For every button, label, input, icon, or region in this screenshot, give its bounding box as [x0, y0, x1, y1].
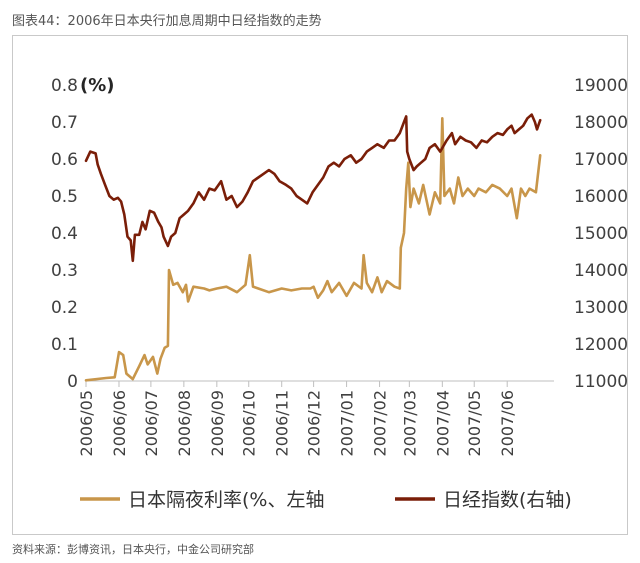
right-axis-tick-label: 12000	[574, 335, 627, 355]
x-axis-tick-label: 2006/11	[273, 390, 292, 456]
legend-label: 日经指数(右轴)	[443, 489, 572, 511]
legend-item-rate: 日本隔夜利率(%、左轴	[80, 489, 324, 511]
left-axis-tick-label: 0.2	[51, 298, 78, 318]
x-axis-tick-label: 2007/03	[400, 390, 419, 456]
chart-frame: 0 0.1 0.2 0.3 0.4 0.5 0.6 0.7 0.8 (%) 11000 12000 13…	[12, 35, 628, 535]
left-axis-tick-label: 0.8	[51, 76, 78, 96]
right-axis-tick-label: 19000	[574, 76, 627, 96]
x-axis-tick-label: 2006/09	[208, 390, 227, 456]
series-layer	[84, 113, 542, 382]
right-axis-tick-label: 18000	[574, 113, 627, 133]
x-axis-tick-label: 2006/12	[305, 390, 324, 456]
x-axis-tick-label: 2007/01	[338, 390, 357, 456]
x-axis-tick-label: 2007/04	[433, 390, 452, 456]
source-note: 资料来源：彭博资讯，日本央行，中金公司研究部	[12, 543, 254, 556]
figure-title: 图表44：2006年日本央行加息周期中日经指数的走势	[12, 14, 322, 29]
x-axis-tick-label: 2006/07	[142, 390, 161, 456]
x-axis-tick-label: 2007/05	[465, 390, 484, 456]
x-axis-tick-label: 2006/06	[110, 390, 129, 456]
right-axis-tick-label: 13000	[574, 298, 627, 318]
x-axis-tick-label: 2006/08	[175, 390, 194, 456]
x-axis-tick-label: 2006/05	[77, 390, 96, 456]
right-axis-tick-label: 16000	[574, 187, 627, 207]
nikkei-series-line	[84, 113, 542, 263]
right-axis-tick-label: 17000	[574, 150, 627, 170]
left-axis-tick-label: 0.4	[51, 224, 78, 244]
chart-svg: 0 0.1 0.2 0.3 0.4 0.5 0.6 0.7 0.8 (%) 11000 12000 13…	[51, 75, 628, 511]
legend: 日本隔夜利率(%、左轴 日经指数(右轴)	[80, 489, 572, 511]
left-axis-tick-label: 0.1	[51, 335, 78, 355]
x-axis-tick-label: 2006/10	[240, 390, 259, 456]
left-axis-tick-label: 0.6	[51, 150, 78, 170]
left-axis-tick-label: 0.5	[51, 187, 78, 207]
legend-item-nikkei: 日经指数(右轴)	[395, 489, 572, 511]
left-axis-unit: (%)	[80, 75, 115, 96]
left-axis-tick-label: 0.3	[51, 261, 78, 281]
right-axis-tick-label: 11000	[574, 372, 627, 392]
left-axis-tick-label: 0.7	[51, 113, 78, 133]
right-axis-tick-label: 14000	[574, 261, 627, 281]
x-axis-tick-label: 2007/02	[371, 390, 390, 456]
axis-layer: 0 0.1 0.2 0.3 0.4 0.5 0.6 0.7 0.8 (%) 11000 12000 13…	[51, 75, 628, 456]
left-axis-tick-label: 0	[67, 372, 78, 392]
rate-series-line	[84, 117, 542, 382]
x-axis-tick-label: 2007/06	[498, 390, 517, 456]
legend-label: 日本隔夜利率(%、左轴	[128, 489, 324, 511]
right-axis-tick-label: 15000	[574, 224, 627, 244]
